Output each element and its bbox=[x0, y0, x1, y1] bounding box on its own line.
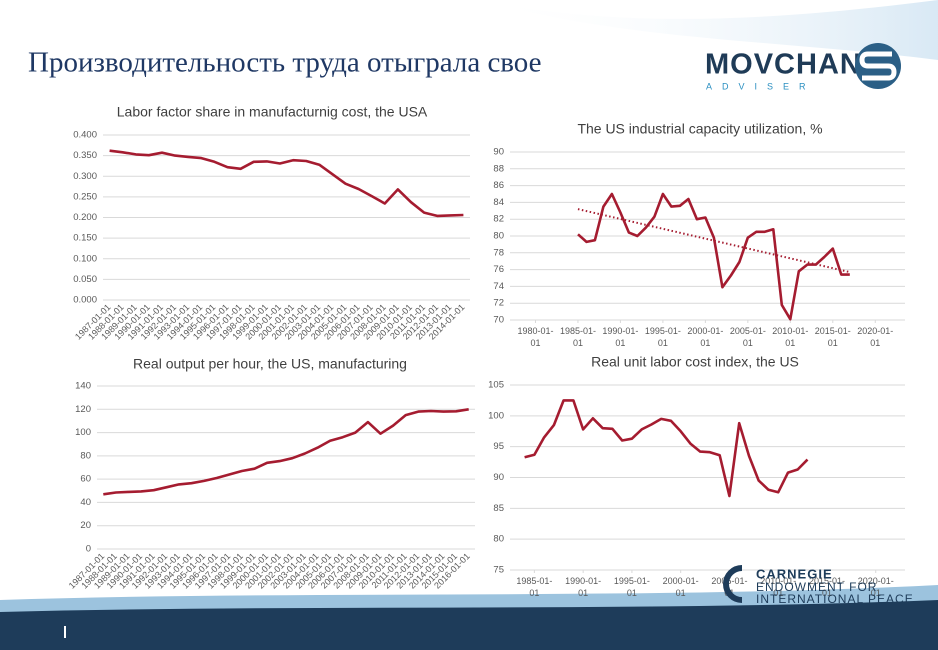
logo-sub: ADVISER bbox=[706, 81, 816, 91]
y-tick-label: 0.400 bbox=[73, 130, 97, 141]
y-tick-label: 40 bbox=[80, 497, 91, 508]
x-tick-label-box: 1980-01-01 bbox=[517, 326, 554, 348]
logo-line: ENDOWMENT FOR bbox=[756, 580, 877, 594]
series-line bbox=[109, 149, 464, 218]
chart-title: Real unit labor cost index, the US bbox=[591, 354, 799, 370]
y-tick-label: 140 bbox=[75, 381, 91, 392]
x-tick-label: 2015-01-01 bbox=[808, 576, 845, 598]
y-tick-label: 86 bbox=[493, 180, 504, 191]
swoosh bbox=[480, 0, 938, 60]
y-tick-label: 82 bbox=[493, 214, 504, 225]
y-tick-label: 60 bbox=[80, 474, 91, 485]
chart-title: Labor factor share in manufacturnig cost… bbox=[117, 104, 428, 120]
x-tick-label-box: 2020-01-01 bbox=[857, 326, 894, 348]
x-tick-label: 1985-01-01 bbox=[559, 326, 596, 348]
y-tick-label: 90 bbox=[493, 147, 504, 158]
x-tick-label-box: 1985-01-01 bbox=[516, 576, 553, 598]
x-tick-label-box: 1990-01-01 bbox=[565, 576, 602, 598]
footer-band bbox=[0, 600, 938, 650]
y-tick-label: 0 bbox=[86, 544, 91, 555]
x-tick-label-box: 2000-01-01 bbox=[662, 576, 699, 598]
y-tick-label: 95 bbox=[493, 441, 504, 452]
x-tick-label-box: 1985-01-01 bbox=[559, 326, 596, 348]
y-tick-label: 84 bbox=[493, 197, 504, 208]
x-tick-label-box: 1990-01-01 bbox=[602, 326, 639, 348]
y-tick-label: 20 bbox=[80, 520, 91, 531]
y-tick-label: 100 bbox=[75, 427, 91, 438]
x-tick-label: 1985-01-01 bbox=[516, 576, 553, 598]
logo-name: MOVCHAN bbox=[705, 49, 862, 81]
x-tick-label-box: 2010-01-01 bbox=[772, 326, 809, 348]
y-tick-label: 0.350 bbox=[73, 150, 97, 161]
y-tick-label: 74 bbox=[493, 281, 504, 292]
carnegie-logo: CARNEGIE ENDOWMENT FOR INTERNATIONAL PEA… bbox=[723, 565, 914, 606]
y-tick-label: 90 bbox=[493, 472, 504, 483]
logo-line: INTERNATIONAL PEACE bbox=[756, 592, 914, 606]
y-tick-label: 0.000 bbox=[73, 295, 97, 306]
y-tick-label: 75 bbox=[493, 565, 504, 576]
series-line bbox=[577, 192, 850, 321]
y-tick-label: 0.050 bbox=[73, 274, 97, 285]
x-tick-label: 1995-01-01 bbox=[644, 326, 681, 348]
x-tick-label-box: 2000-01-01 bbox=[687, 326, 724, 348]
x-tick-label: 1990-01-01 bbox=[602, 326, 639, 348]
x-tick-label: 1990-01-01 bbox=[565, 576, 602, 598]
y-tick-label: 0.300 bbox=[73, 171, 97, 182]
logo-line: CARNEGIE bbox=[756, 566, 833, 581]
x-tick-label: 2010-01-01 bbox=[772, 326, 809, 348]
x-tick-label-box: 2005-01-01 bbox=[729, 326, 766, 348]
y-tick-label: 0.250 bbox=[73, 191, 97, 202]
logo-s bbox=[859, 51, 897, 81]
y-tick-label: 78 bbox=[493, 247, 504, 258]
x-tick-label: 2015-01-01 bbox=[814, 326, 851, 348]
y-tick-label: 80 bbox=[493, 231, 504, 242]
x-tick-label: 1995-01-01 bbox=[613, 576, 650, 598]
chart-title: The US industrial capacity utilization, … bbox=[577, 121, 822, 137]
y-tick-label: 0.200 bbox=[73, 212, 97, 223]
y-tick-label: 88 bbox=[493, 163, 504, 174]
x-tick-label: 2000-01-01 bbox=[662, 576, 699, 598]
x-tick-label: 2000-01-01 bbox=[687, 326, 724, 348]
y-tick-label: 80 bbox=[80, 450, 91, 461]
logo-emblem bbox=[723, 565, 743, 603]
series-line bbox=[103, 408, 469, 496]
x-tick-label-box: 2015-01-01 bbox=[814, 326, 851, 348]
x-tick-label-box: 2015-01-01 bbox=[808, 576, 845, 598]
x-tick-label-box: 2010-01-01 bbox=[760, 576, 797, 598]
x-tick-label-box: 2020-01-01 bbox=[857, 576, 894, 598]
page-mark bbox=[64, 626, 66, 638]
x-tick-label: 1980-01-01 bbox=[517, 326, 554, 348]
y-tick-label: 0.150 bbox=[73, 233, 97, 244]
slide-title: Производительность труда отыграла свое bbox=[28, 47, 542, 79]
y-tick-label: 70 bbox=[493, 315, 504, 326]
y-tick-label: 0.100 bbox=[73, 253, 97, 264]
x-tick-label: 2020-01-01 bbox=[857, 576, 894, 598]
charts: Labor factor share in manufacturnig cost… bbox=[67, 104, 905, 598]
x-tick-label-box: 1995-01-01 bbox=[613, 576, 650, 598]
series-line bbox=[524, 399, 809, 498]
movchan-logo: MOVCHAN ADVISER bbox=[705, 43, 901, 91]
y-tick-label: 105 bbox=[488, 380, 504, 391]
x-tick-label-box: 1995-01-01 bbox=[644, 326, 681, 348]
y-tick-label: 100 bbox=[488, 410, 504, 421]
y-tick-label: 72 bbox=[493, 298, 504, 309]
x-tick-label: 2005-01-01 bbox=[729, 326, 766, 348]
y-tick-label: 80 bbox=[493, 534, 504, 545]
x-tick-label: 2020-01-01 bbox=[857, 326, 894, 348]
trend-line bbox=[577, 208, 851, 274]
chart-title: Real output per hour, the US, manufactur… bbox=[133, 356, 407, 372]
y-tick-label: 120 bbox=[75, 404, 91, 415]
y-tick-label: 85 bbox=[493, 503, 504, 514]
y-tick-label: 76 bbox=[493, 264, 504, 275]
x-tick-label: 2010-01-01 bbox=[760, 576, 797, 598]
